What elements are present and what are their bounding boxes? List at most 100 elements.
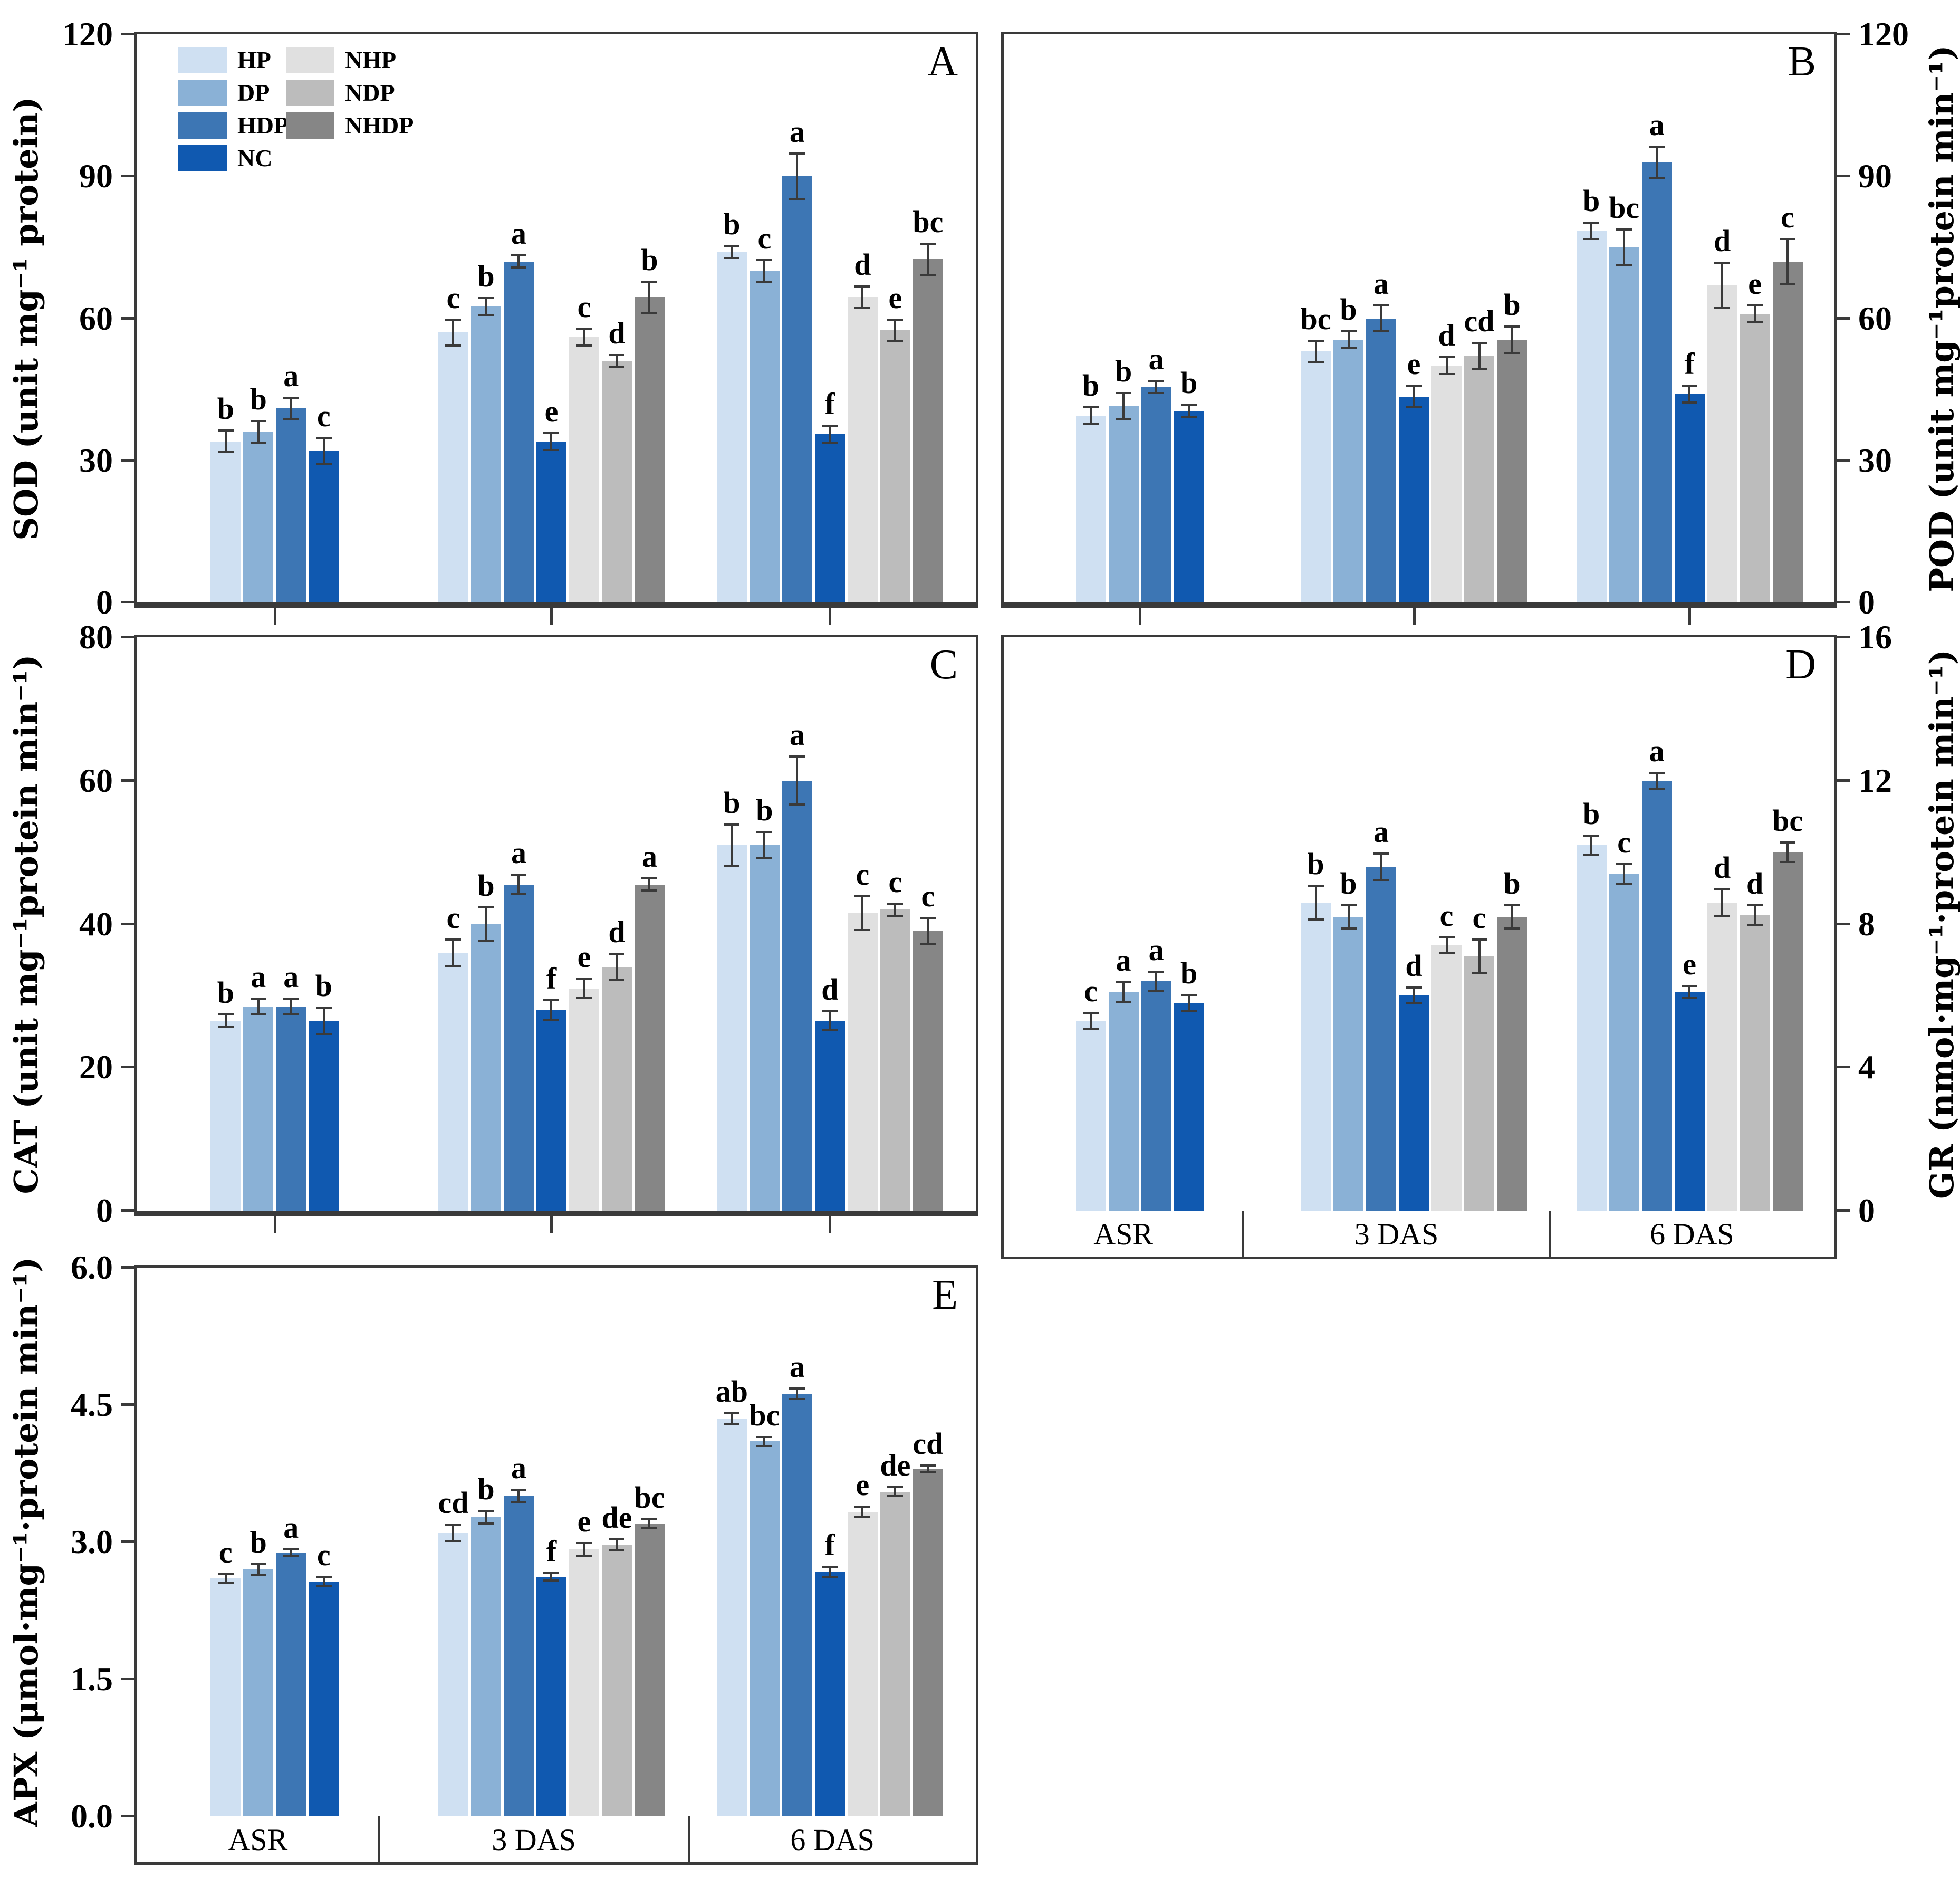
- panel-letter-e: E: [932, 1272, 958, 1318]
- error-bar-ndp-6das: [1747, 304, 1763, 323]
- sig-letter-nhdp-6das: bc: [1772, 803, 1803, 838]
- x-axis-divider: [688, 1816, 690, 1862]
- bar-nc-6das: [814, 434, 845, 602]
- error-bar-dp-3das: [1340, 904, 1357, 930]
- sig-letter-hdp-6das: a: [789, 717, 805, 752]
- bar-hp-3das: [1301, 902, 1331, 1211]
- sig-letter-nc-3das: f: [546, 961, 557, 996]
- error-bar-nc-6das: [1682, 985, 1698, 1000]
- error-bar-nhdp-3das: [641, 1518, 658, 1529]
- y-tick-label: 4.5: [71, 1386, 113, 1423]
- x-axis-divider: [1549, 1211, 1551, 1257]
- bar-hdp-asr: [1141, 981, 1171, 1211]
- error-bar-dp-asr: [1116, 391, 1132, 420]
- error-bar-nhp-6das: [854, 1505, 871, 1518]
- sig-letter-nhdp-3das: a: [641, 839, 657, 874]
- error-bar-nc-6das: [1682, 385, 1698, 404]
- y-tick-mark: [1834, 636, 1850, 638]
- bar-hdp-6das: [782, 1394, 812, 1816]
- bar-nhp-6das: [1707, 902, 1737, 1211]
- panel-letter-d: D: [1785, 641, 1816, 688]
- error-bar-nhdp-6das: [1780, 237, 1796, 285]
- error-bar-hdp-3das: [1373, 304, 1389, 333]
- error-bar-ndp-3das: [609, 952, 625, 982]
- bar-nc-asr: [309, 1020, 339, 1211]
- y-tick-mark: [121, 1209, 137, 1212]
- sig-letter-nhdp-3das: bc: [634, 1480, 665, 1515]
- error-bar-dp-6das: [1616, 228, 1632, 266]
- legend-label-dp: DP: [237, 79, 270, 106]
- legend-swatch-hp: [178, 47, 227, 73]
- y-tick-label: 0: [96, 583, 113, 621]
- y-tick-mark: [121, 1815, 137, 1817]
- sig-letter-nc-6das: e: [1683, 947, 1696, 981]
- legend-swatch-nhdp: [286, 112, 334, 139]
- sig-letter-hp-3das: c: [446, 280, 460, 315]
- error-bar-nc-6das: [822, 1010, 838, 1032]
- sig-letter-nhdp-6das: bc: [912, 204, 944, 239]
- y-tick-label: 120: [1858, 15, 1909, 53]
- bar-nc-asr: [309, 1581, 339, 1816]
- error-bar-dp-asr: [250, 420, 266, 444]
- panel-d-gr: GR (nmol·mg⁻¹·protein min⁻¹) D 0 4 8 12 16 c a…: [1001, 620, 1960, 1259]
- error-bar-nc-3das: [543, 1572, 560, 1582]
- error-bar-dp-asr: [1116, 981, 1132, 1003]
- error-bar-hp-asr: [217, 1013, 234, 1028]
- x-axis-divider: [1242, 1211, 1244, 1257]
- sig-letter-nhp-6das: d: [854, 247, 871, 282]
- bar-nc-6das: [1674, 992, 1705, 1211]
- bar-dp-asr: [1108, 992, 1139, 1211]
- sig-letter-dp-6das: bc: [1609, 190, 1640, 225]
- bar-nc-3das: [1399, 396, 1429, 602]
- error-bar-ndp-3das: [609, 1538, 625, 1551]
- y-tick-mark: [1834, 1209, 1850, 1212]
- bar-dp-3das: [470, 924, 501, 1211]
- error-bar-nhp-6das: [1714, 261, 1731, 309]
- panel-letter-b: B: [1788, 39, 1816, 85]
- bar-hp-3das: [438, 332, 468, 602]
- sig-letter-hp-6das: b: [1582, 796, 1600, 831]
- y-tick-mark: [121, 601, 137, 603]
- error-bar-nhdp-3das: [641, 877, 658, 892]
- sig-letter-ndp-6das: de: [880, 1448, 911, 1483]
- sig-letter-hdp-3das: a: [511, 1451, 526, 1486]
- bar-ndp-6das: [880, 909, 910, 1211]
- bar-hp-6das: [716, 252, 747, 602]
- bar-hp-3das: [438, 1532, 468, 1816]
- x-axis-divider: [377, 1816, 380, 1862]
- sig-letter-hdp-3das: a: [511, 836, 526, 870]
- bar-dp-3das: [1333, 916, 1364, 1211]
- y-tick-label: 0: [1858, 583, 1875, 621]
- y-axis-label-sod: SOD (unit mg⁻¹ protein): [7, 96, 45, 541]
- sig-letter-nhp-3das: e: [577, 940, 591, 974]
- x-axis-category-label: ASR: [228, 1823, 288, 1857]
- sig-letter-nhp-6das: d: [1713, 223, 1731, 258]
- error-bar-nhp-3das: [576, 1542, 592, 1557]
- sig-letter-ndp-3das: c: [1472, 900, 1486, 935]
- y-axis-label-gr: GR (nmol·mg⁻¹·protein min⁻¹): [1923, 649, 1960, 1199]
- sig-letter-hdp-asr: a: [283, 1510, 299, 1545]
- sig-letter-ndp-6das: e: [1748, 266, 1762, 301]
- bar-nc-3das: [536, 1010, 566, 1211]
- sig-letter-nhdp-3das: b: [641, 242, 658, 277]
- bar-hdp-3das: [503, 261, 534, 602]
- sig-letter-nhdp-3das: b: [1503, 287, 1521, 322]
- sig-letter-dp-6das: bc: [749, 1397, 780, 1432]
- bar-hp-asr: [1075, 1020, 1106, 1211]
- bar-nhdp-3das: [1497, 339, 1527, 602]
- y-tick-label: 90: [1858, 157, 1892, 195]
- sig-letter-nhp-6das: d: [1713, 850, 1731, 885]
- sig-letter-nc-3das: e: [1407, 347, 1421, 381]
- x-group-tick: [829, 602, 832, 625]
- sig-letter-nc-3das: d: [1405, 948, 1423, 983]
- bar-dp-6das: [749, 1441, 780, 1816]
- error-bar-nhdp-6das: [920, 1464, 936, 1473]
- error-bar-ndp-3das: [1471, 342, 1487, 371]
- error-bar-dp-6das: [1616, 863, 1632, 885]
- y-tick-label: 40: [79, 905, 113, 943]
- bar-nhdp-3das: [1497, 916, 1527, 1211]
- bar-hp-6das: [1576, 845, 1607, 1211]
- error-bar-nc-asr: [315, 436, 332, 465]
- y-tick-label: 3.0: [71, 1523, 113, 1560]
- sig-letter-nhp-3das: e: [577, 1504, 591, 1538]
